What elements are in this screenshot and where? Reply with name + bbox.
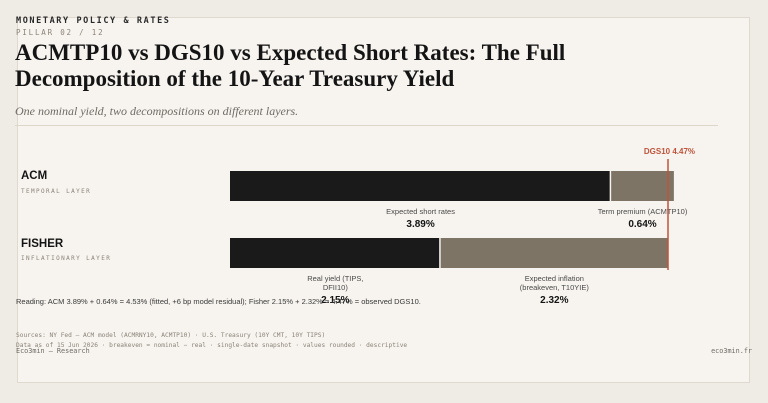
header-divider xyxy=(15,125,718,126)
segment-label-fisher-1-line1: (breakeven, T10YIE) xyxy=(520,283,590,292)
segment-value-fisher-1: 2.32% xyxy=(540,295,568,306)
segment-label-acm-1: Term premium (ACMTP10) xyxy=(598,207,688,216)
pillar-label: PILLAR 02 / 12 xyxy=(16,28,105,37)
bar-segment-acm-1 xyxy=(611,171,674,201)
section-kicker: MONETARY POLICY & RATES xyxy=(16,16,171,26)
row-label-acm: ACM xyxy=(21,170,48,182)
segment-label-fisher-1-line0: Expected inflation xyxy=(525,274,584,283)
sources-note: Sources: NY Fed — ACM model (ACMRNY10, A… xyxy=(16,332,326,339)
row-sublabel-acm: TEMPORAL LAYER xyxy=(21,188,92,195)
data-asof-note: Data as of 15 Jun 2026 · breakeven = nom… xyxy=(16,342,408,349)
segment-value-acm-1: 0.64% xyxy=(628,219,656,230)
segment-label-fisher-0-line0: Real yield (TIPS, xyxy=(307,274,363,283)
chart-title: ACMTP10 vs DGS10 vs Expected Short Rates… xyxy=(15,40,566,91)
segment-label-fisher-0-line1: DFII10) xyxy=(323,283,349,292)
chart-subtitle: One nominal yield, two decompositions on… xyxy=(15,104,299,118)
segment-value-acm-0: 3.89% xyxy=(406,219,434,230)
reading-note: Reading: ACM 3.89% + 0.64% = 4.53% (fitt… xyxy=(16,297,421,306)
segment-value-fisher-0: 2.15% xyxy=(321,295,349,306)
row-sublabel-fisher: INFLATIONARY LAYER xyxy=(21,255,112,262)
footer-url: eco3min.fr xyxy=(711,347,752,355)
row-label-fisher: FISHER xyxy=(21,238,64,250)
footer-brand: Eco3min — Research xyxy=(16,347,90,355)
bar-segment-fisher-1 xyxy=(440,238,668,268)
segment-label-acm-0: Expected short rates xyxy=(386,207,455,216)
bar-segment-acm-0 xyxy=(230,171,610,201)
bar-segment-fisher-0 xyxy=(230,238,440,268)
reference-label-dgs10: DGS10 4.47% xyxy=(644,147,695,156)
